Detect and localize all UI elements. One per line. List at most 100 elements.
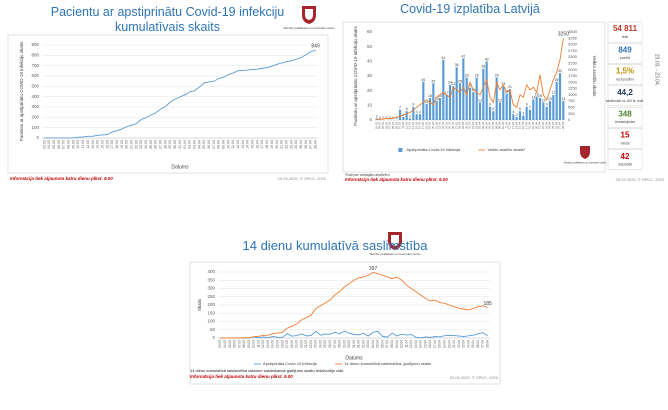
- x-tick-label: 10.04: [226, 140, 230, 149]
- line: [44, 49, 316, 139]
- bar-label: 24: [448, 81, 452, 85]
- bar: [425, 103, 428, 120]
- stat-label: pozitīvi: [620, 56, 631, 60]
- x-tick-label: 03.03: [374, 122, 378, 129]
- bar-label: 29: [465, 73, 469, 77]
- x-tick-label: 12.04: [236, 140, 240, 149]
- stat-box: [607, 149, 643, 171]
- bar: [562, 100, 565, 120]
- x-tick-label: 31.03: [352, 340, 356, 348]
- x-tick-label: 07.04: [491, 122, 495, 129]
- period: 23.03. - 23.04.: [654, 54, 660, 86]
- x-tick-label: 06.04: [488, 122, 492, 129]
- x-tick-label: 03.04: [478, 122, 482, 129]
- x-tick-label: 18.04: [265, 140, 269, 149]
- x-tick-label: 22.03: [134, 140, 138, 149]
- bar-label: 4: [416, 110, 418, 114]
- y2-tick-label: 750: [568, 98, 575, 103]
- x-tick-label: 11.04: [404, 340, 408, 348]
- x-tick-label: 04.04: [197, 140, 201, 149]
- x-tick-label: 28.03: [163, 140, 167, 149]
- bar-label: 13: [548, 97, 552, 101]
- y2-tick-label: 1250: [568, 86, 578, 91]
- bar: [552, 95, 555, 120]
- x-tick-label: 20.04: [534, 122, 538, 129]
- stat-box: [607, 85, 643, 107]
- x-tick-label: 06.04: [207, 140, 211, 149]
- x-tick-label: 22.04: [457, 340, 461, 348]
- x-tick-label: 16.03: [105, 140, 109, 149]
- line: [376, 38, 564, 120]
- bar: [518, 111, 522, 120]
- x-tick-label: 08.03: [67, 140, 71, 149]
- y2-tick-label: 2500: [568, 54, 578, 59]
- x-tick-label: 26.04: [476, 340, 480, 348]
- logo-inner: [391, 235, 399, 246]
- x-tick-label: 14.03: [271, 340, 275, 348]
- bar: [415, 114, 418, 120]
- x-tick-label: 28.04: [485, 340, 489, 348]
- y2-tick-label: 1750: [568, 73, 578, 78]
- bar-label: 40: [485, 57, 489, 61]
- x-tick-label: 11.03: [81, 140, 85, 149]
- stat-value: 849: [618, 45, 632, 54]
- y-tick-label: 100: [207, 319, 215, 324]
- x-tick-label: 23.04: [544, 122, 548, 129]
- bar-label: 4: [419, 110, 421, 114]
- x-tick-label: 03.03: [42, 140, 46, 149]
- x-tick-label: 18.04: [528, 122, 532, 129]
- x-tick-label: 13.04: [414, 340, 418, 348]
- x-tick-label: 08.04: [390, 340, 394, 348]
- x-tick-label: 23.04: [462, 340, 466, 348]
- bar: [528, 109, 532, 120]
- y-tick-label: 40: [367, 59, 373, 64]
- x-tick-label: 01.04: [357, 340, 361, 348]
- x-tick-label: 09.04: [498, 122, 502, 129]
- bar-label: 15: [428, 94, 432, 98]
- line: [220, 330, 488, 339]
- x-tick-label: 15.04: [423, 340, 427, 348]
- x-tick-label: 08.03: [391, 122, 395, 129]
- x-tick-label: 13.03: [266, 340, 270, 348]
- y2-tick-label: 250: [568, 111, 575, 116]
- bar-label: 16: [535, 92, 539, 96]
- bar-label: 0: [379, 116, 381, 120]
- x-tick-label: 13.03: [91, 140, 95, 149]
- footnote: Informācija tiek atjaunota katru dienu p…: [190, 374, 293, 379]
- x-tick-label: 06.04: [380, 340, 384, 348]
- bar: [458, 83, 462, 120]
- bar: [475, 77, 478, 120]
- x-tick-label: 10.03: [76, 140, 80, 149]
- x-tick-label: 03.04: [366, 340, 370, 348]
- x-tick-label: 12.04: [409, 340, 413, 348]
- x-tick-label: 20.03: [299, 340, 303, 348]
- y-tick-label: 900: [31, 42, 39, 47]
- x-tick-label: 18.03: [290, 340, 294, 348]
- bar: [445, 95, 448, 120]
- x-tick-label: 18.04: [438, 340, 442, 348]
- bar-label: 1: [409, 114, 411, 118]
- logo: Slimību profilakses un kontroles centrs: [283, 6, 335, 30]
- legend-label: Apstiprināta Covid-19 infekcija: [406, 147, 461, 152]
- x-tick-label: 05.03: [228, 340, 232, 348]
- bar: [492, 111, 495, 120]
- x-tick-label: 13.04: [241, 140, 245, 149]
- legend-label: Apstiprināta Covid-19 infekcija: [263, 361, 318, 366]
- x-tick-label: 25.04: [551, 122, 555, 129]
- bar: [422, 81, 425, 120]
- x-tick-label: 03.04: [192, 140, 196, 149]
- x-tick-label: 16.03: [280, 340, 284, 348]
- bar: [505, 93, 508, 120]
- bar-label: 0: [382, 116, 384, 120]
- x-tick-label: 28.04: [561, 122, 565, 129]
- bar: [455, 67, 458, 120]
- y-tick-label: 300: [31, 104, 39, 109]
- stat-value: 15: [621, 131, 630, 140]
- logo-shield: [580, 146, 590, 159]
- x-tick-label: 15.03: [100, 140, 104, 149]
- note: *Dati par veiktajām analīzēm: [345, 173, 390, 177]
- x-tick-label: 15.03: [275, 340, 279, 348]
- chart-frame: [189, 261, 501, 385]
- x-tick-label: 04.04: [481, 122, 485, 129]
- x-tick-label: 20.04: [275, 140, 279, 149]
